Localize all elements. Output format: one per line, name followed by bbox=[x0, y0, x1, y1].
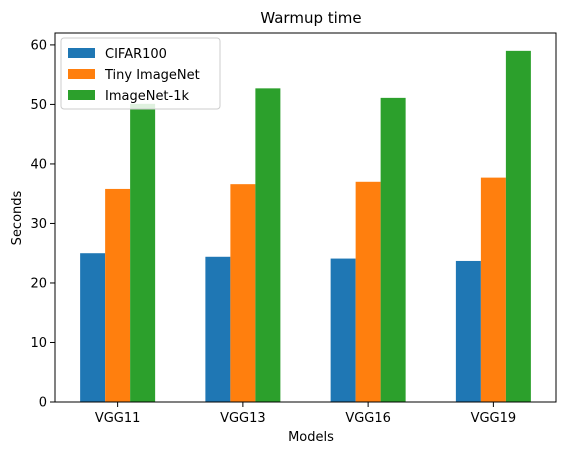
bar-vgg19-series-2 bbox=[480, 177, 506, 402]
x-tick-label: VGG13 bbox=[220, 411, 266, 426]
bar-vgg11-series-1 bbox=[80, 253, 106, 402]
bar-vgg13-series-3 bbox=[255, 88, 281, 402]
x-tick-label: VGG19 bbox=[471, 411, 517, 426]
bar-vgg13-series-2 bbox=[230, 184, 256, 402]
bar-vgg11-series-2 bbox=[105, 188, 131, 402]
legend-label: CIFAR100 bbox=[105, 47, 167, 62]
chart-title: Warmup time bbox=[260, 9, 361, 27]
legend: CIFAR100 Tiny ImageNet ImageNet-1k bbox=[60, 37, 221, 110]
bar-vgg13-series-1 bbox=[205, 256, 231, 402]
bar-vgg11-series-3 bbox=[130, 103, 156, 402]
legend-label: ImageNet-1k bbox=[105, 89, 189, 104]
y-tick-label: 30 bbox=[30, 217, 47, 232]
y-tick-label: 60 bbox=[30, 38, 47, 53]
y-tick-label: 20 bbox=[30, 276, 47, 291]
legend-swatch bbox=[68, 90, 95, 100]
bar-vgg16-series-3 bbox=[380, 97, 406, 403]
bar-vgg19-series-1 bbox=[455, 260, 481, 402]
bar-vgg16-series-2 bbox=[355, 181, 381, 402]
y-axis-label: Seconds bbox=[10, 190, 25, 245]
y-tick-label: 40 bbox=[30, 157, 47, 172]
legend-swatch bbox=[68, 69, 95, 79]
legend-label: Tiny ImageNet bbox=[104, 68, 200, 83]
x-tick-label: VGG16 bbox=[345, 411, 391, 426]
x-tick-label: VGG11 bbox=[95, 411, 141, 426]
bar-vgg16-series-1 bbox=[330, 258, 356, 402]
legend-box bbox=[60, 37, 221, 110]
x-axis-label: Models bbox=[288, 430, 334, 445]
bar-vgg19-series-3 bbox=[505, 50, 531, 402]
y-tick-label: 0 bbox=[39, 396, 47, 411]
legend-swatch bbox=[68, 48, 95, 58]
y-tick-label: 50 bbox=[30, 98, 47, 113]
bars-layer bbox=[80, 50, 531, 403]
axes-layer: 0 10 20 30 40 50 60 VGG11 VGG13 VGG16 VGG19 bbox=[30, 32, 557, 426]
plot-frame bbox=[54, 32, 557, 403]
y-tick-label: 10 bbox=[30, 336, 47, 351]
